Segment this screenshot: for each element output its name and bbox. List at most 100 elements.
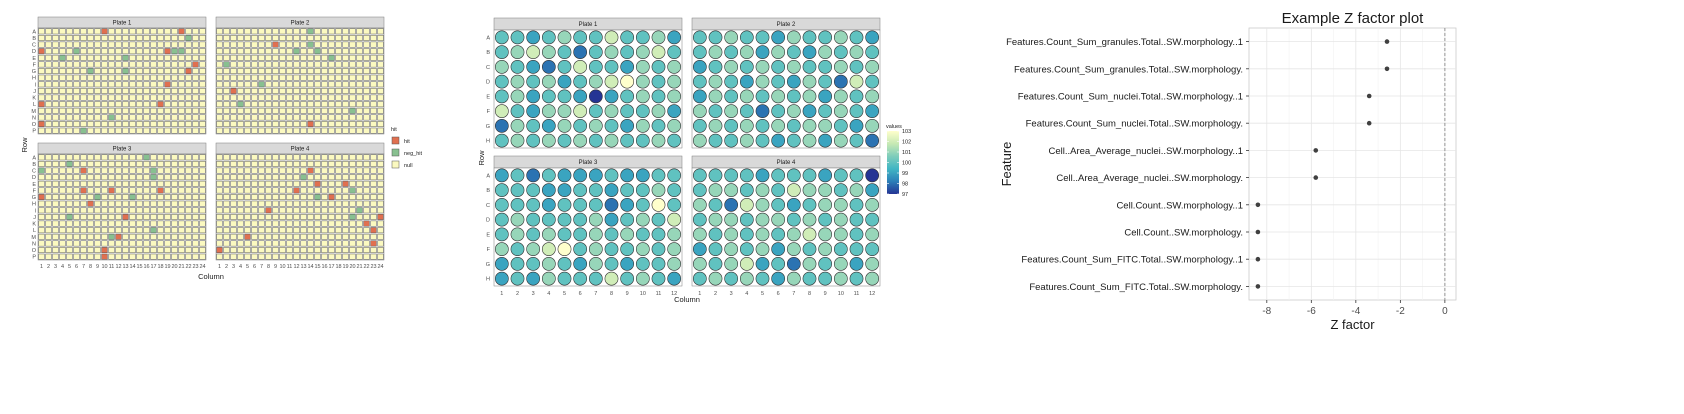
well-circle xyxy=(510,74,525,89)
well-circle xyxy=(865,119,880,133)
well-null xyxy=(192,160,199,167)
well-null xyxy=(363,253,370,260)
row-tick-label: B xyxy=(486,188,490,194)
well-circle xyxy=(755,45,770,59)
well-null xyxy=(59,87,66,94)
well-null xyxy=(370,114,377,121)
well-null xyxy=(265,220,272,227)
well-null xyxy=(192,107,199,114)
well-null xyxy=(143,54,150,61)
well-null xyxy=(129,187,136,194)
well-circle xyxy=(802,227,817,242)
well-null xyxy=(101,127,108,134)
well-null xyxy=(80,61,87,68)
well-null xyxy=(328,101,335,108)
well-null xyxy=(52,220,59,227)
well-null xyxy=(66,247,73,254)
well-null xyxy=(59,194,66,201)
well-null xyxy=(136,94,143,101)
well-null xyxy=(199,200,206,207)
row-tick-label: N xyxy=(32,115,36,121)
well-null xyxy=(52,87,59,94)
well-circle xyxy=(802,271,817,286)
well-null xyxy=(45,194,52,201)
row-tick-label: G xyxy=(32,195,36,201)
well-hit xyxy=(244,233,251,240)
well-null xyxy=(251,114,258,121)
well-hit xyxy=(216,247,223,254)
well-null xyxy=(171,227,178,234)
well-null xyxy=(38,160,45,167)
well-null xyxy=(244,121,251,128)
well-circle xyxy=(588,45,603,59)
well-null xyxy=(129,54,136,61)
well-hit xyxy=(38,194,45,201)
well-circle xyxy=(651,119,666,133)
well-null xyxy=(279,174,286,181)
well-null xyxy=(286,200,293,207)
well-null xyxy=(45,87,52,94)
well-null xyxy=(223,54,230,61)
well-null xyxy=(216,167,223,174)
well-neg_hit xyxy=(185,34,192,41)
well-null xyxy=(45,213,52,220)
well-circle xyxy=(557,59,572,74)
column-tick-label: 14 xyxy=(129,264,135,270)
feature-label: Features.Count_Sum_nuclei.Total..SW.morp… xyxy=(1018,92,1243,103)
well-null xyxy=(300,160,307,167)
well-null xyxy=(45,41,52,48)
well-null xyxy=(349,167,356,174)
well-null xyxy=(150,87,157,94)
column-tick-label: 4 xyxy=(547,291,550,297)
well-circle xyxy=(724,30,739,45)
well-null xyxy=(108,227,115,234)
well-null xyxy=(251,48,258,55)
well-null xyxy=(356,121,363,128)
well-null xyxy=(150,154,157,161)
well-null xyxy=(223,180,230,187)
well-null xyxy=(87,48,94,55)
well-circle xyxy=(771,30,786,45)
well-circle xyxy=(573,104,588,119)
well-neg_hit xyxy=(150,167,157,174)
well-null xyxy=(307,74,314,81)
well-circle xyxy=(667,45,682,59)
well-null xyxy=(164,240,171,247)
well-circle xyxy=(771,104,786,119)
well-circle xyxy=(651,45,666,59)
well-null xyxy=(94,247,101,254)
well-null xyxy=(356,160,363,167)
well-null xyxy=(258,167,265,174)
well-neg_hit xyxy=(66,213,73,220)
well-null xyxy=(122,107,129,114)
well-null xyxy=(171,41,178,48)
well-circle xyxy=(833,183,848,198)
well-null xyxy=(199,94,206,101)
well-null xyxy=(314,121,321,128)
well-null xyxy=(66,194,73,201)
column-tick-label: 3 xyxy=(232,264,235,270)
well-circle xyxy=(849,59,864,74)
well-circle xyxy=(739,133,754,148)
well-null xyxy=(286,48,293,55)
well-null xyxy=(94,187,101,194)
well-null xyxy=(178,227,185,234)
well-circle xyxy=(833,74,848,89)
well-null xyxy=(293,213,300,220)
well-null xyxy=(223,34,230,41)
well-null xyxy=(164,213,171,220)
well-null xyxy=(279,28,286,35)
well-circle xyxy=(604,45,619,59)
well-null xyxy=(136,74,143,81)
well-null xyxy=(199,253,206,260)
well-null xyxy=(265,154,272,161)
well-null xyxy=(101,61,108,68)
well-null xyxy=(342,114,349,121)
well-null xyxy=(115,121,122,128)
well-null xyxy=(223,41,230,48)
well-null xyxy=(171,68,178,75)
row-tick-label: G xyxy=(486,262,490,268)
well-null xyxy=(286,41,293,48)
well-circle xyxy=(635,242,650,257)
well-null xyxy=(265,247,272,254)
